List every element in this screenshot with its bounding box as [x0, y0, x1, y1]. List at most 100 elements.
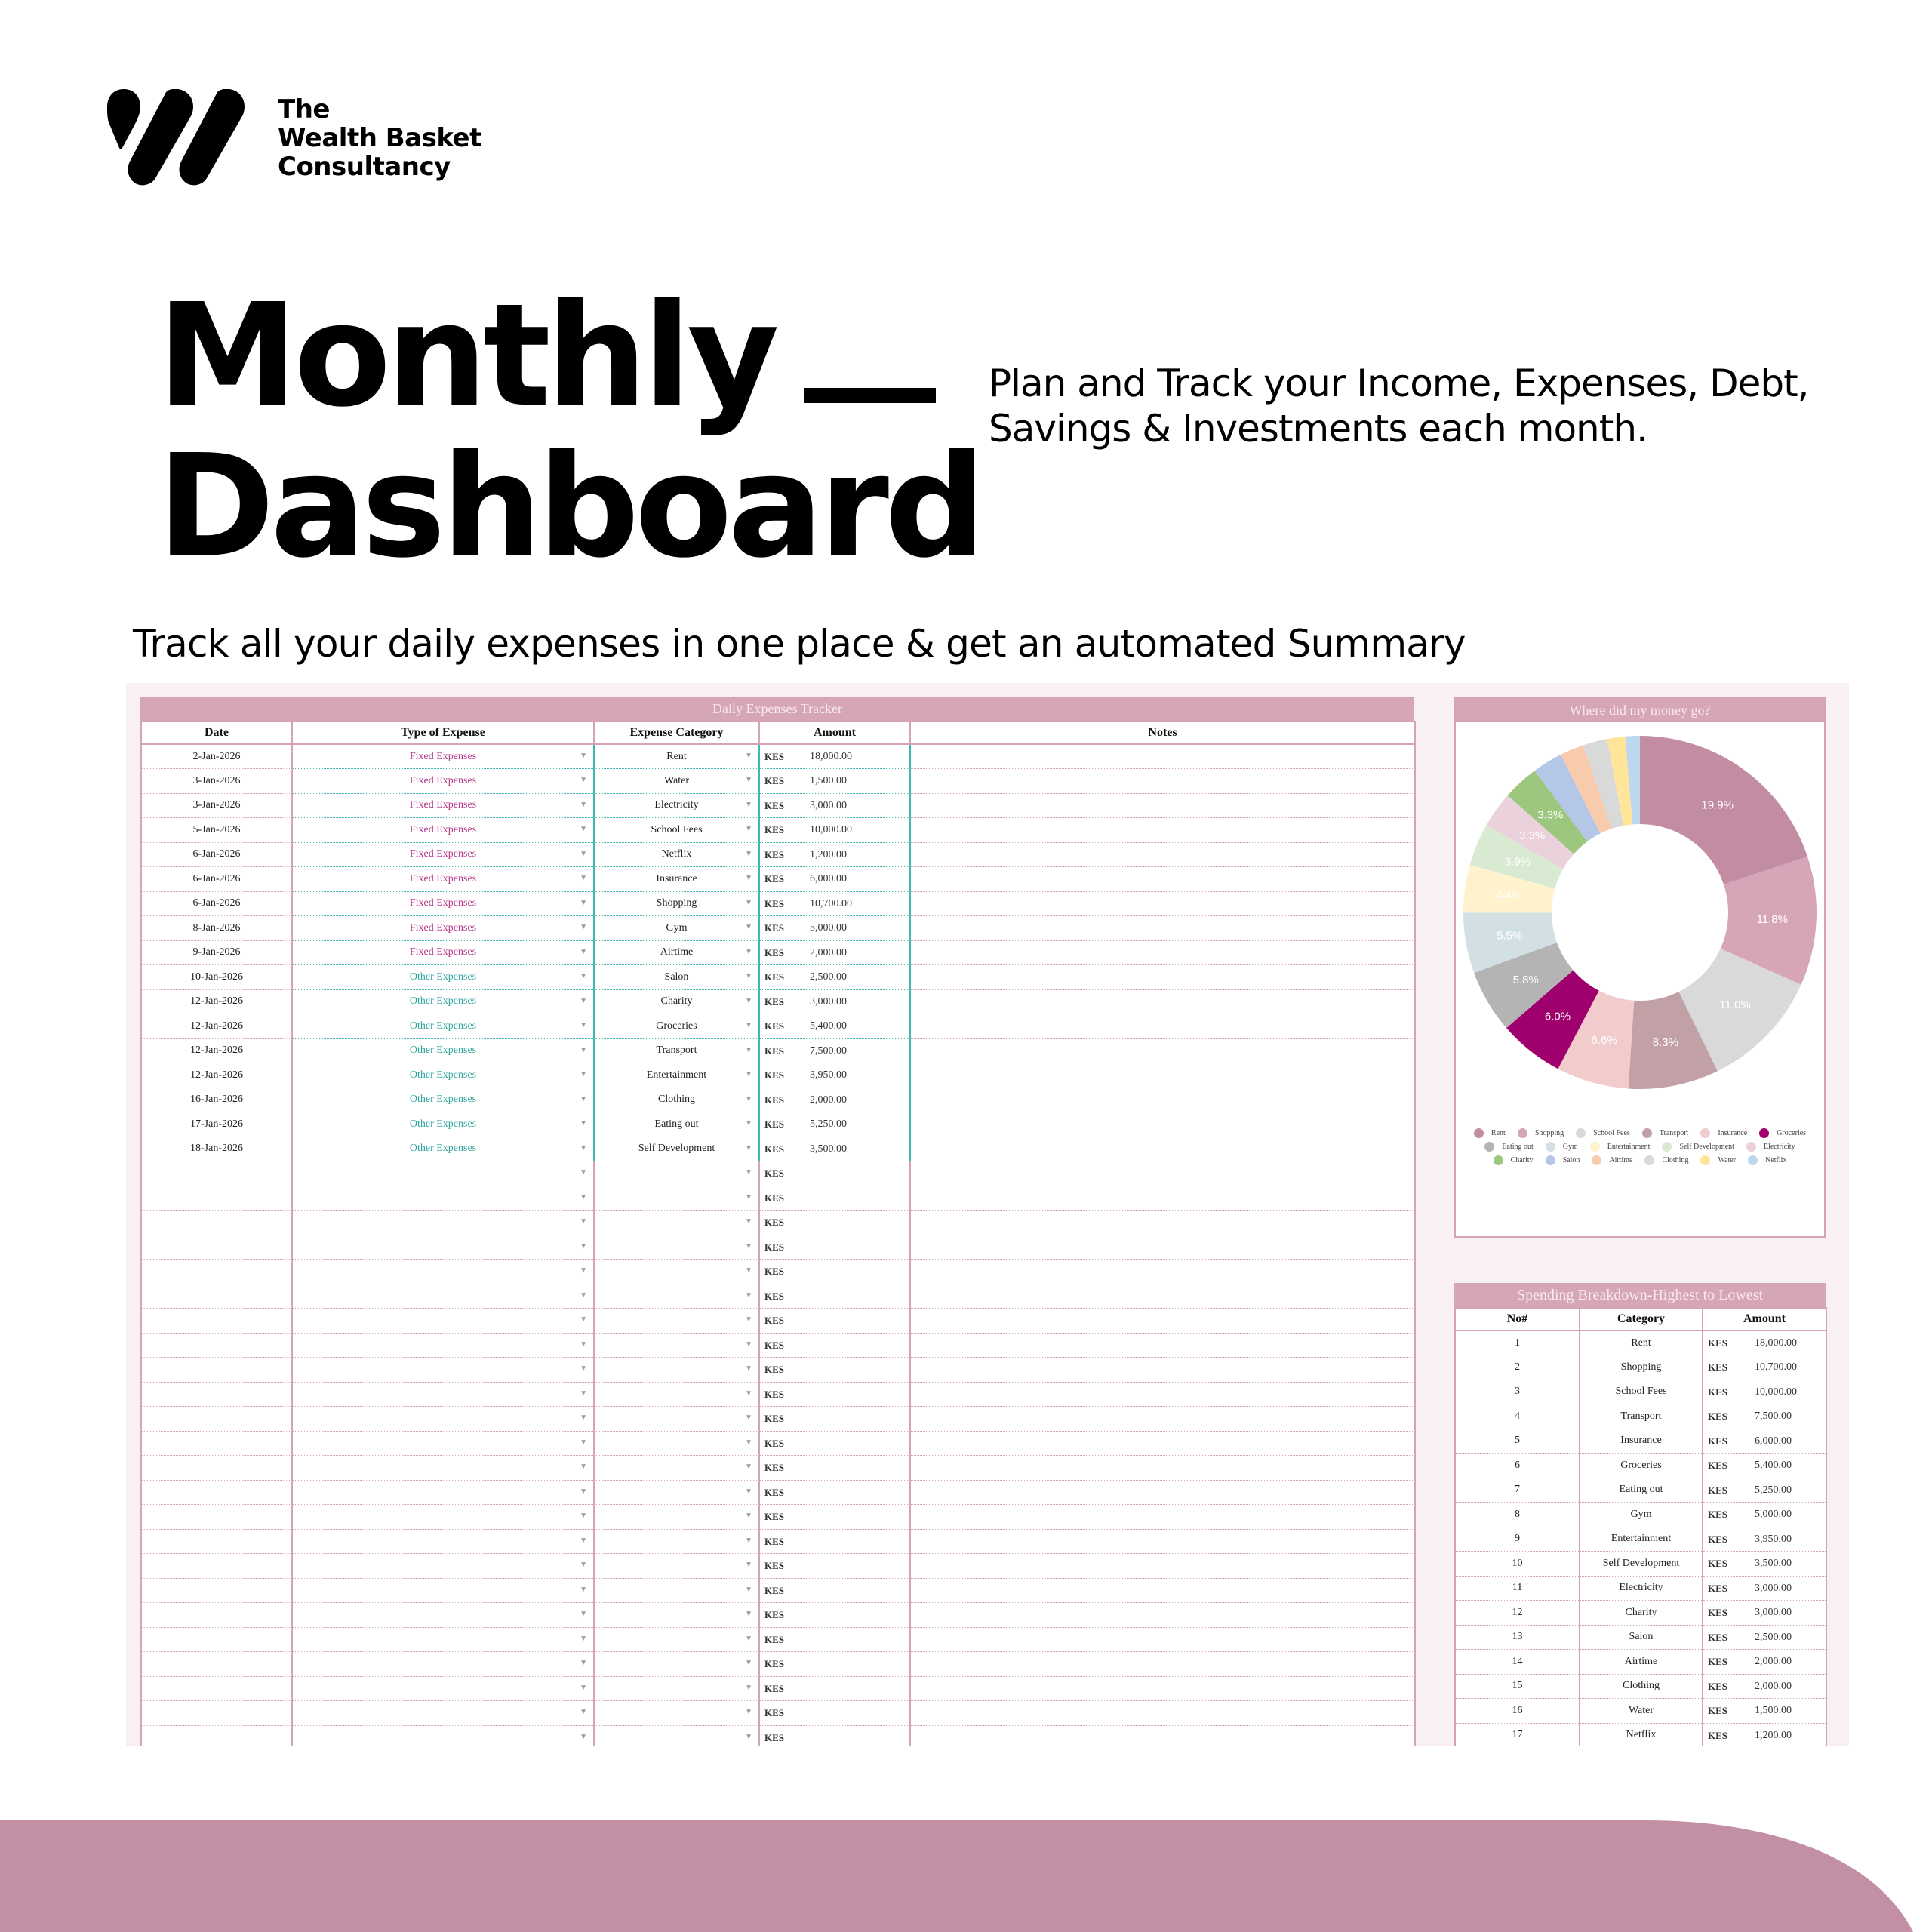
- dropdown-arrow-icon[interactable]: ▼: [580, 898, 587, 907]
- category-dropdown[interactable]: ▼: [593, 1529, 760, 1554]
- date-cell[interactable]: [140, 1333, 293, 1358]
- dropdown-arrow-icon[interactable]: ▼: [580, 996, 587, 1005]
- amount-cell[interactable]: KES 3,500.00: [758, 1137, 911, 1161]
- date-cell[interactable]: [140, 1725, 293, 1746]
- dropdown-arrow-icon[interactable]: ▼: [745, 1070, 752, 1078]
- type-dropdown[interactable]: ▼: [291, 1651, 595, 1677]
- type-dropdown[interactable]: ▼: [291, 1357, 595, 1383]
- dropdown-arrow-icon[interactable]: ▼: [745, 1463, 752, 1471]
- type-dropdown[interactable]: ▼: [291, 1161, 595, 1186]
- category-dropdown[interactable]: ▼: [593, 1259, 760, 1284]
- notes-cell[interactable]: [909, 1578, 1416, 1603]
- amount-cell[interactable]: KES: [758, 1627, 911, 1652]
- amount-cell[interactable]: KES 10,000.00: [758, 817, 911, 843]
- category-dropdown[interactable]: Self Development ▼: [593, 1137, 760, 1161]
- dropdown-arrow-icon[interactable]: ▼: [580, 1094, 587, 1103]
- type-dropdown[interactable]: Fixed Expenses ▼: [291, 817, 595, 843]
- category-dropdown[interactable]: Eating out ▼: [593, 1112, 760, 1137]
- category-dropdown[interactable]: ▼: [593, 1504, 760, 1530]
- date-cell[interactable]: [140, 1235, 293, 1260]
- category-dropdown[interactable]: ▼: [593, 1235, 760, 1260]
- dropdown-arrow-icon[interactable]: ▼: [745, 1340, 752, 1349]
- amount-cell[interactable]: KES: [758, 1308, 911, 1334]
- dropdown-arrow-icon[interactable]: ▼: [745, 923, 752, 931]
- type-dropdown[interactable]: ▼: [291, 1259, 595, 1284]
- category-dropdown[interactable]: ▼: [593, 1382, 760, 1407]
- date-cell[interactable]: [140, 1161, 293, 1186]
- notes-cell[interactable]: [909, 1210, 1416, 1235]
- dropdown-arrow-icon[interactable]: ▼: [745, 800, 752, 809]
- type-dropdown[interactable]: Fixed Expenses ▼: [291, 940, 595, 965]
- notes-cell[interactable]: [909, 940, 1416, 965]
- notes-cell[interactable]: [909, 1235, 1416, 1260]
- dropdown-arrow-icon[interactable]: ▼: [580, 800, 587, 809]
- amount-cell[interactable]: KES: [758, 1210, 911, 1235]
- amount-cell[interactable]: KES: [758, 1480, 911, 1505]
- dropdown-arrow-icon[interactable]: ▼: [745, 1512, 752, 1520]
- category-dropdown[interactable]: School Fees ▼: [593, 817, 760, 843]
- dropdown-arrow-icon[interactable]: ▼: [580, 1683, 587, 1692]
- date-cell[interactable]: [140, 1480, 293, 1505]
- category-dropdown[interactable]: Clothing ▼: [593, 1088, 760, 1112]
- notes-cell[interactable]: [909, 1700, 1416, 1726]
- date-cell[interactable]: 18-Jan-2026: [140, 1137, 293, 1161]
- date-cell[interactable]: [140, 1284, 293, 1309]
- dropdown-arrow-icon[interactable]: ▼: [745, 1241, 752, 1251]
- date-cell[interactable]: [140, 1382, 293, 1407]
- notes-cell[interactable]: [909, 1382, 1416, 1407]
- type-dropdown[interactable]: ▼: [291, 1235, 595, 1260]
- notes-cell[interactable]: [909, 1553, 1416, 1579]
- date-cell[interactable]: [140, 1529, 293, 1554]
- date-cell[interactable]: [140, 1308, 293, 1334]
- dropdown-arrow-icon[interactable]: ▼: [745, 1143, 752, 1152]
- dropdown-arrow-icon[interactable]: ▼: [580, 1463, 587, 1471]
- type-dropdown[interactable]: ▼: [291, 1308, 595, 1334]
- dropdown-arrow-icon[interactable]: ▼: [580, 1143, 587, 1152]
- notes-cell[interactable]: [909, 866, 1416, 892]
- date-cell[interactable]: 12-Jan-2026: [140, 1063, 293, 1088]
- notes-cell[interactable]: [909, 891, 1416, 916]
- amount-cell[interactable]: KES: [758, 1186, 911, 1211]
- amount-cell[interactable]: KES 2,500.00: [758, 964, 911, 990]
- dropdown-arrow-icon[interactable]: ▼: [580, 752, 587, 760]
- dropdown-arrow-icon[interactable]: ▼: [745, 849, 752, 858]
- dropdown-arrow-icon[interactable]: ▼: [580, 1634, 587, 1643]
- dropdown-arrow-icon[interactable]: ▼: [745, 1094, 752, 1103]
- category-dropdown[interactable]: Groceries ▼: [593, 1014, 760, 1039]
- dropdown-arrow-icon[interactable]: ▼: [580, 1168, 587, 1177]
- amount-cell[interactable]: KES: [758, 1725, 911, 1746]
- amount-cell[interactable]: KES 18,000.00: [758, 744, 911, 769]
- notes-cell[interactable]: [909, 1504, 1416, 1530]
- dropdown-arrow-icon[interactable]: ▼: [745, 1192, 752, 1201]
- dropdown-arrow-icon[interactable]: ▼: [745, 1217, 752, 1226]
- category-dropdown[interactable]: Salon ▼: [593, 964, 760, 990]
- dropdown-arrow-icon[interactable]: ▼: [580, 776, 587, 784]
- category-dropdown[interactable]: ▼: [593, 1161, 760, 1186]
- dropdown-arrow-icon[interactable]: ▼: [745, 1610, 752, 1618]
- dropdown-arrow-icon[interactable]: ▼: [580, 1070, 587, 1078]
- category-dropdown[interactable]: ▼: [593, 1700, 760, 1726]
- type-dropdown[interactable]: ▼: [291, 1627, 595, 1652]
- amount-cell[interactable]: KES: [758, 1529, 911, 1554]
- category-dropdown[interactable]: ▼: [593, 1651, 760, 1677]
- amount-cell[interactable]: KES 2,000.00: [758, 1088, 911, 1112]
- notes-cell[interactable]: [909, 1602, 1416, 1628]
- category-dropdown[interactable]: ▼: [593, 1431, 760, 1456]
- date-cell[interactable]: [140, 1553, 293, 1579]
- type-dropdown[interactable]: ▼: [291, 1504, 595, 1530]
- type-dropdown[interactable]: Other Expenses ▼: [291, 964, 595, 990]
- dropdown-arrow-icon[interactable]: ▼: [580, 1364, 587, 1373]
- dropdown-arrow-icon[interactable]: ▼: [580, 1610, 587, 1618]
- dropdown-arrow-icon[interactable]: ▼: [745, 1389, 752, 1398]
- amount-cell[interactable]: KES: [758, 1553, 911, 1579]
- category-dropdown[interactable]: ▼: [593, 1553, 760, 1579]
- notes-cell[interactable]: [909, 1651, 1416, 1677]
- type-dropdown[interactable]: Other Expenses ▼: [291, 1014, 595, 1039]
- dropdown-arrow-icon[interactable]: ▼: [580, 1536, 587, 1545]
- dropdown-arrow-icon[interactable]: ▼: [745, 947, 752, 956]
- dropdown-arrow-icon[interactable]: ▼: [580, 1021, 587, 1029]
- category-dropdown[interactable]: ▼: [593, 1455, 760, 1481]
- category-dropdown[interactable]: Transport ▼: [593, 1038, 760, 1063]
- amount-cell[interactable]: KES: [758, 1161, 911, 1186]
- category-dropdown[interactable]: Charity ▼: [593, 989, 760, 1014]
